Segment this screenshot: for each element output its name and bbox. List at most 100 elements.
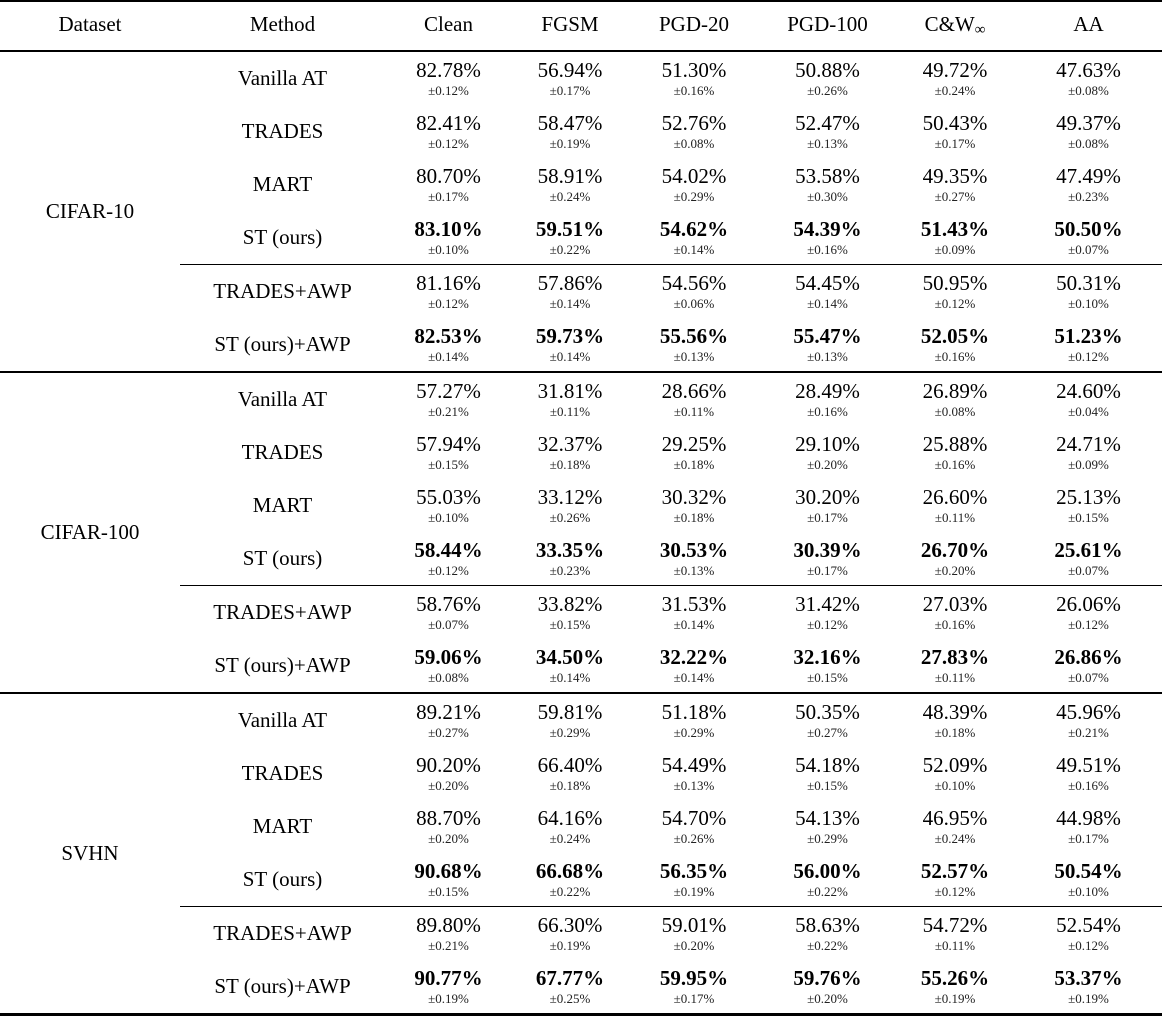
std-dev-value: ±0.18% bbox=[934, 725, 976, 740]
aa-cell: 50.31% ±0.10% bbox=[1015, 264, 1162, 318]
pgd20-cell: 56.35% ±0.19% bbox=[628, 853, 760, 907]
pgd20-cell: 54.02% ±0.29% bbox=[628, 158, 760, 211]
method-label: ST (ours) bbox=[242, 224, 323, 249]
method-cell: ST (ours)+AWP bbox=[180, 639, 385, 693]
accuracy-value: 54.02% bbox=[661, 164, 727, 188]
accuracy-value: 25.13% bbox=[1056, 485, 1121, 509]
accuracy-value: 46.95% bbox=[922, 806, 988, 830]
std-dev-value: ±0.08% bbox=[673, 136, 715, 151]
table-row: ST (ours) 83.10% ±0.10% 59.51% ±0.22% 54.6… bbox=[0, 211, 1162, 265]
std-dev-value: ±0.16% bbox=[807, 242, 848, 257]
accuracy-value: 47.49% bbox=[1056, 164, 1121, 188]
std-dev-value: ±0.26% bbox=[807, 83, 848, 98]
fgsm-cell: 57.86% ±0.14% bbox=[512, 264, 628, 318]
section-cifar-100: CIFAR-100 Vanilla AT 57.27% ±0.21% 31.81% ±… bbox=[0, 372, 1162, 693]
method-cell: Vanilla AT bbox=[180, 51, 385, 105]
std-dev-value: ±0.20% bbox=[807, 991, 848, 1006]
fgsm-cell: 56.94% ±0.17% bbox=[512, 51, 628, 105]
fgsm-cell: 33.35% ±0.23% bbox=[512, 532, 628, 586]
accuracy-value: 28.49% bbox=[795, 379, 860, 403]
cw-cell: 52.57% ±0.12% bbox=[895, 853, 1015, 907]
std-dev-value: ±0.16% bbox=[934, 349, 976, 364]
std-dev-value: ±0.19% bbox=[673, 884, 715, 899]
clean-cell: 59.06% ±0.08% bbox=[385, 639, 512, 693]
accuracy-value: 59.73% bbox=[535, 324, 605, 348]
table-row: TRADES 90.20% ±0.20% 66.40% ±0.18% 54.49% ±… bbox=[0, 747, 1162, 800]
fgsm-cell: 33.12% ±0.26% bbox=[512, 479, 628, 532]
table-row: MART 88.70% ±0.20% 64.16% ±0.24% 54.70% ±0.… bbox=[0, 800, 1162, 853]
table-row: ST (ours) 90.68% ±0.15% 66.68% ±0.22% 56.3… bbox=[0, 853, 1162, 907]
table-row: ST (ours)+AWP 59.06% ±0.08% 34.50% ±0.14% … bbox=[0, 639, 1162, 693]
fgsm-cell: 33.82% ±0.15% bbox=[512, 585, 628, 639]
pgd20-cell: 54.70% ±0.26% bbox=[628, 800, 760, 853]
clean-cell: 89.80% ±0.21% bbox=[385, 906, 512, 960]
clean-cell: 55.03% ±0.10% bbox=[385, 479, 512, 532]
accuracy-value: 50.31% bbox=[1056, 271, 1121, 295]
clean-cell: 57.27% ±0.21% bbox=[385, 372, 512, 426]
accuracy-value: 52.54% bbox=[1056, 913, 1121, 937]
accuracy-value: 81.16% bbox=[416, 271, 481, 295]
accuracy-value: 58.63% bbox=[795, 913, 860, 937]
method-label: ST (ours) bbox=[242, 545, 323, 570]
fgsm-cell: 67.77% ±0.25% bbox=[512, 960, 628, 1015]
accuracy-value: 29.25% bbox=[661, 432, 727, 456]
accuracy-value: 59.51% bbox=[535, 217, 605, 241]
std-dev-value: ±0.07% bbox=[1068, 670, 1109, 685]
cw-cell: 54.72% ±0.11% bbox=[895, 906, 1015, 960]
cw-cell: 49.35% ±0.27% bbox=[895, 158, 1015, 211]
fgsm-cell: 59.51% ±0.22% bbox=[512, 211, 628, 265]
table-row: MART 55.03% ±0.10% 33.12% ±0.26% 30.32% ±0.… bbox=[0, 479, 1162, 532]
std-dev-value: ±0.27% bbox=[807, 725, 848, 740]
clean-cell: 88.70% ±0.20% bbox=[385, 800, 512, 853]
std-dev-value: ±0.07% bbox=[1068, 563, 1109, 578]
std-dev-value: ±0.27% bbox=[934, 189, 976, 204]
std-dev-value: ±0.17% bbox=[807, 563, 848, 578]
pgd20-cell: 59.95% ±0.17% bbox=[628, 960, 760, 1015]
cw-cell: 49.72% ±0.24% bbox=[895, 51, 1015, 105]
std-dev-value: ±0.20% bbox=[428, 831, 469, 846]
accuracy-value: 54.72% bbox=[922, 913, 988, 937]
fgsm-cell: 59.81% ±0.29% bbox=[512, 693, 628, 747]
accuracy-value: 31.81% bbox=[537, 379, 603, 403]
method-label: Vanilla AT bbox=[237, 65, 328, 90]
fgsm-cell: 59.73% ±0.14% bbox=[512, 318, 628, 372]
column-header: Clean bbox=[385, 1, 512, 52]
clean-cell: 82.53% ±0.14% bbox=[385, 318, 512, 372]
accuracy-value: 28.66% bbox=[661, 379, 727, 403]
accuracy-value: 58.76% bbox=[416, 592, 481, 616]
method-cell: ST (ours)+AWP bbox=[180, 318, 385, 372]
accuracy-value: 49.37% bbox=[1056, 111, 1121, 135]
pgd20-cell: 59.01% ±0.20% bbox=[628, 906, 760, 960]
accuracy-value: 50.35% bbox=[795, 700, 860, 724]
pgd100-cell: 54.39% ±0.16% bbox=[760, 211, 895, 265]
std-dev-value: ±0.15% bbox=[807, 670, 848, 685]
std-dev-value: ±0.20% bbox=[807, 457, 848, 472]
std-dev-value: ±0.29% bbox=[673, 189, 715, 204]
accuracy-value: 30.39% bbox=[793, 538, 862, 562]
std-dev-value: ±0.12% bbox=[1068, 617, 1109, 632]
aa-cell: 44.98% ±0.17% bbox=[1015, 800, 1162, 853]
dataset-label: CIFAR-10 bbox=[45, 198, 135, 223]
method-label: MART bbox=[252, 492, 313, 517]
std-dev-value: ±0.11% bbox=[673, 404, 715, 419]
fgsm-cell: 66.30% ±0.19% bbox=[512, 906, 628, 960]
dataset-label: SVHN bbox=[61, 840, 119, 865]
std-dev-value: ±0.17% bbox=[807, 510, 848, 525]
method-label: TRADES bbox=[241, 760, 324, 785]
cw-cell: 26.70% ±0.20% bbox=[895, 532, 1015, 586]
cw-cell: 52.09% ±0.10% bbox=[895, 747, 1015, 800]
std-dev-value: ±0.14% bbox=[673, 617, 715, 632]
std-dev-value: ±0.16% bbox=[934, 457, 976, 472]
std-dev-value: ±0.15% bbox=[428, 884, 469, 899]
method-cell: TRADES bbox=[180, 105, 385, 158]
column-header: Dataset bbox=[0, 1, 180, 52]
table-row: ST (ours)+AWP 82.53% ±0.14% 59.73% ±0.14% … bbox=[0, 318, 1162, 372]
method-cell: MART bbox=[180, 158, 385, 211]
std-dev-value: ±0.09% bbox=[1068, 457, 1109, 472]
accuracy-value: 80.70% bbox=[416, 164, 481, 188]
std-dev-value: ±0.12% bbox=[428, 563, 469, 578]
std-dev-value: ±0.08% bbox=[934, 404, 976, 419]
accuracy-value: 52.57% bbox=[920, 859, 990, 883]
aa-cell: 49.37% ±0.08% bbox=[1015, 105, 1162, 158]
